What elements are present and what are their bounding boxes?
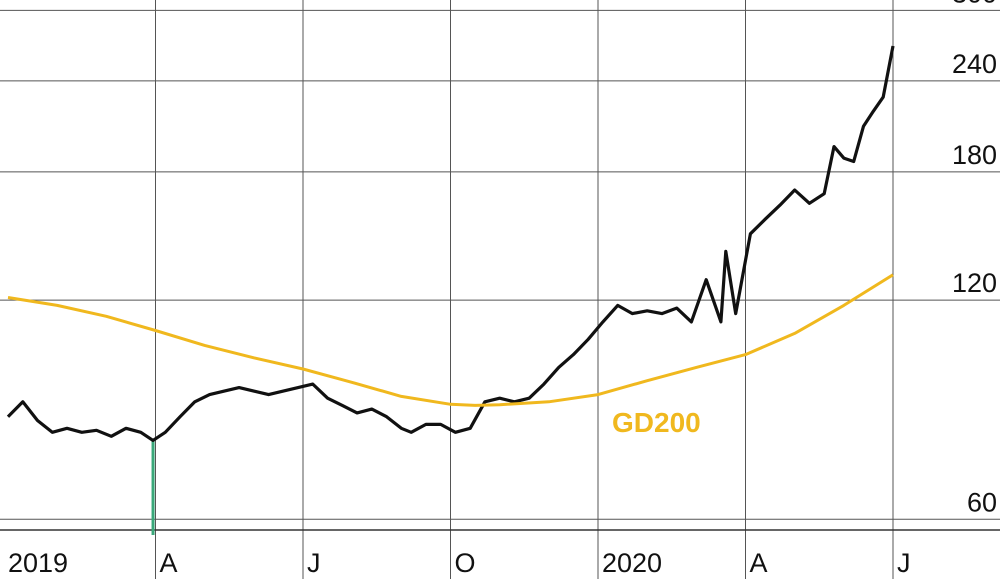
x-tick-label: A xyxy=(160,548,178,578)
x-tick-label: 2019 xyxy=(8,548,68,578)
y-axis-ticks: 60 120 180 240 300 xyxy=(952,0,997,517)
ma200-label: GD200 xyxy=(612,407,701,438)
y-tick-label: 240 xyxy=(952,49,997,79)
x-tick-label: O xyxy=(455,548,476,578)
y-tick-label: 120 xyxy=(952,268,997,298)
x-tick-label: J xyxy=(897,548,911,578)
x-axis-ticks: 2019 A J O 2020 A J xyxy=(8,548,911,578)
y-tick-label: 180 xyxy=(952,140,997,170)
chart-series xyxy=(6,45,895,535)
price-line xyxy=(6,45,895,442)
y-tick-label: 300 xyxy=(952,0,997,8)
x-tick-label: 2020 xyxy=(602,548,662,578)
x-tick-label: A xyxy=(750,548,768,578)
ma200-line xyxy=(7,273,894,407)
x-tick-label: J xyxy=(307,548,321,578)
y-tick-label: 60 xyxy=(967,487,997,517)
